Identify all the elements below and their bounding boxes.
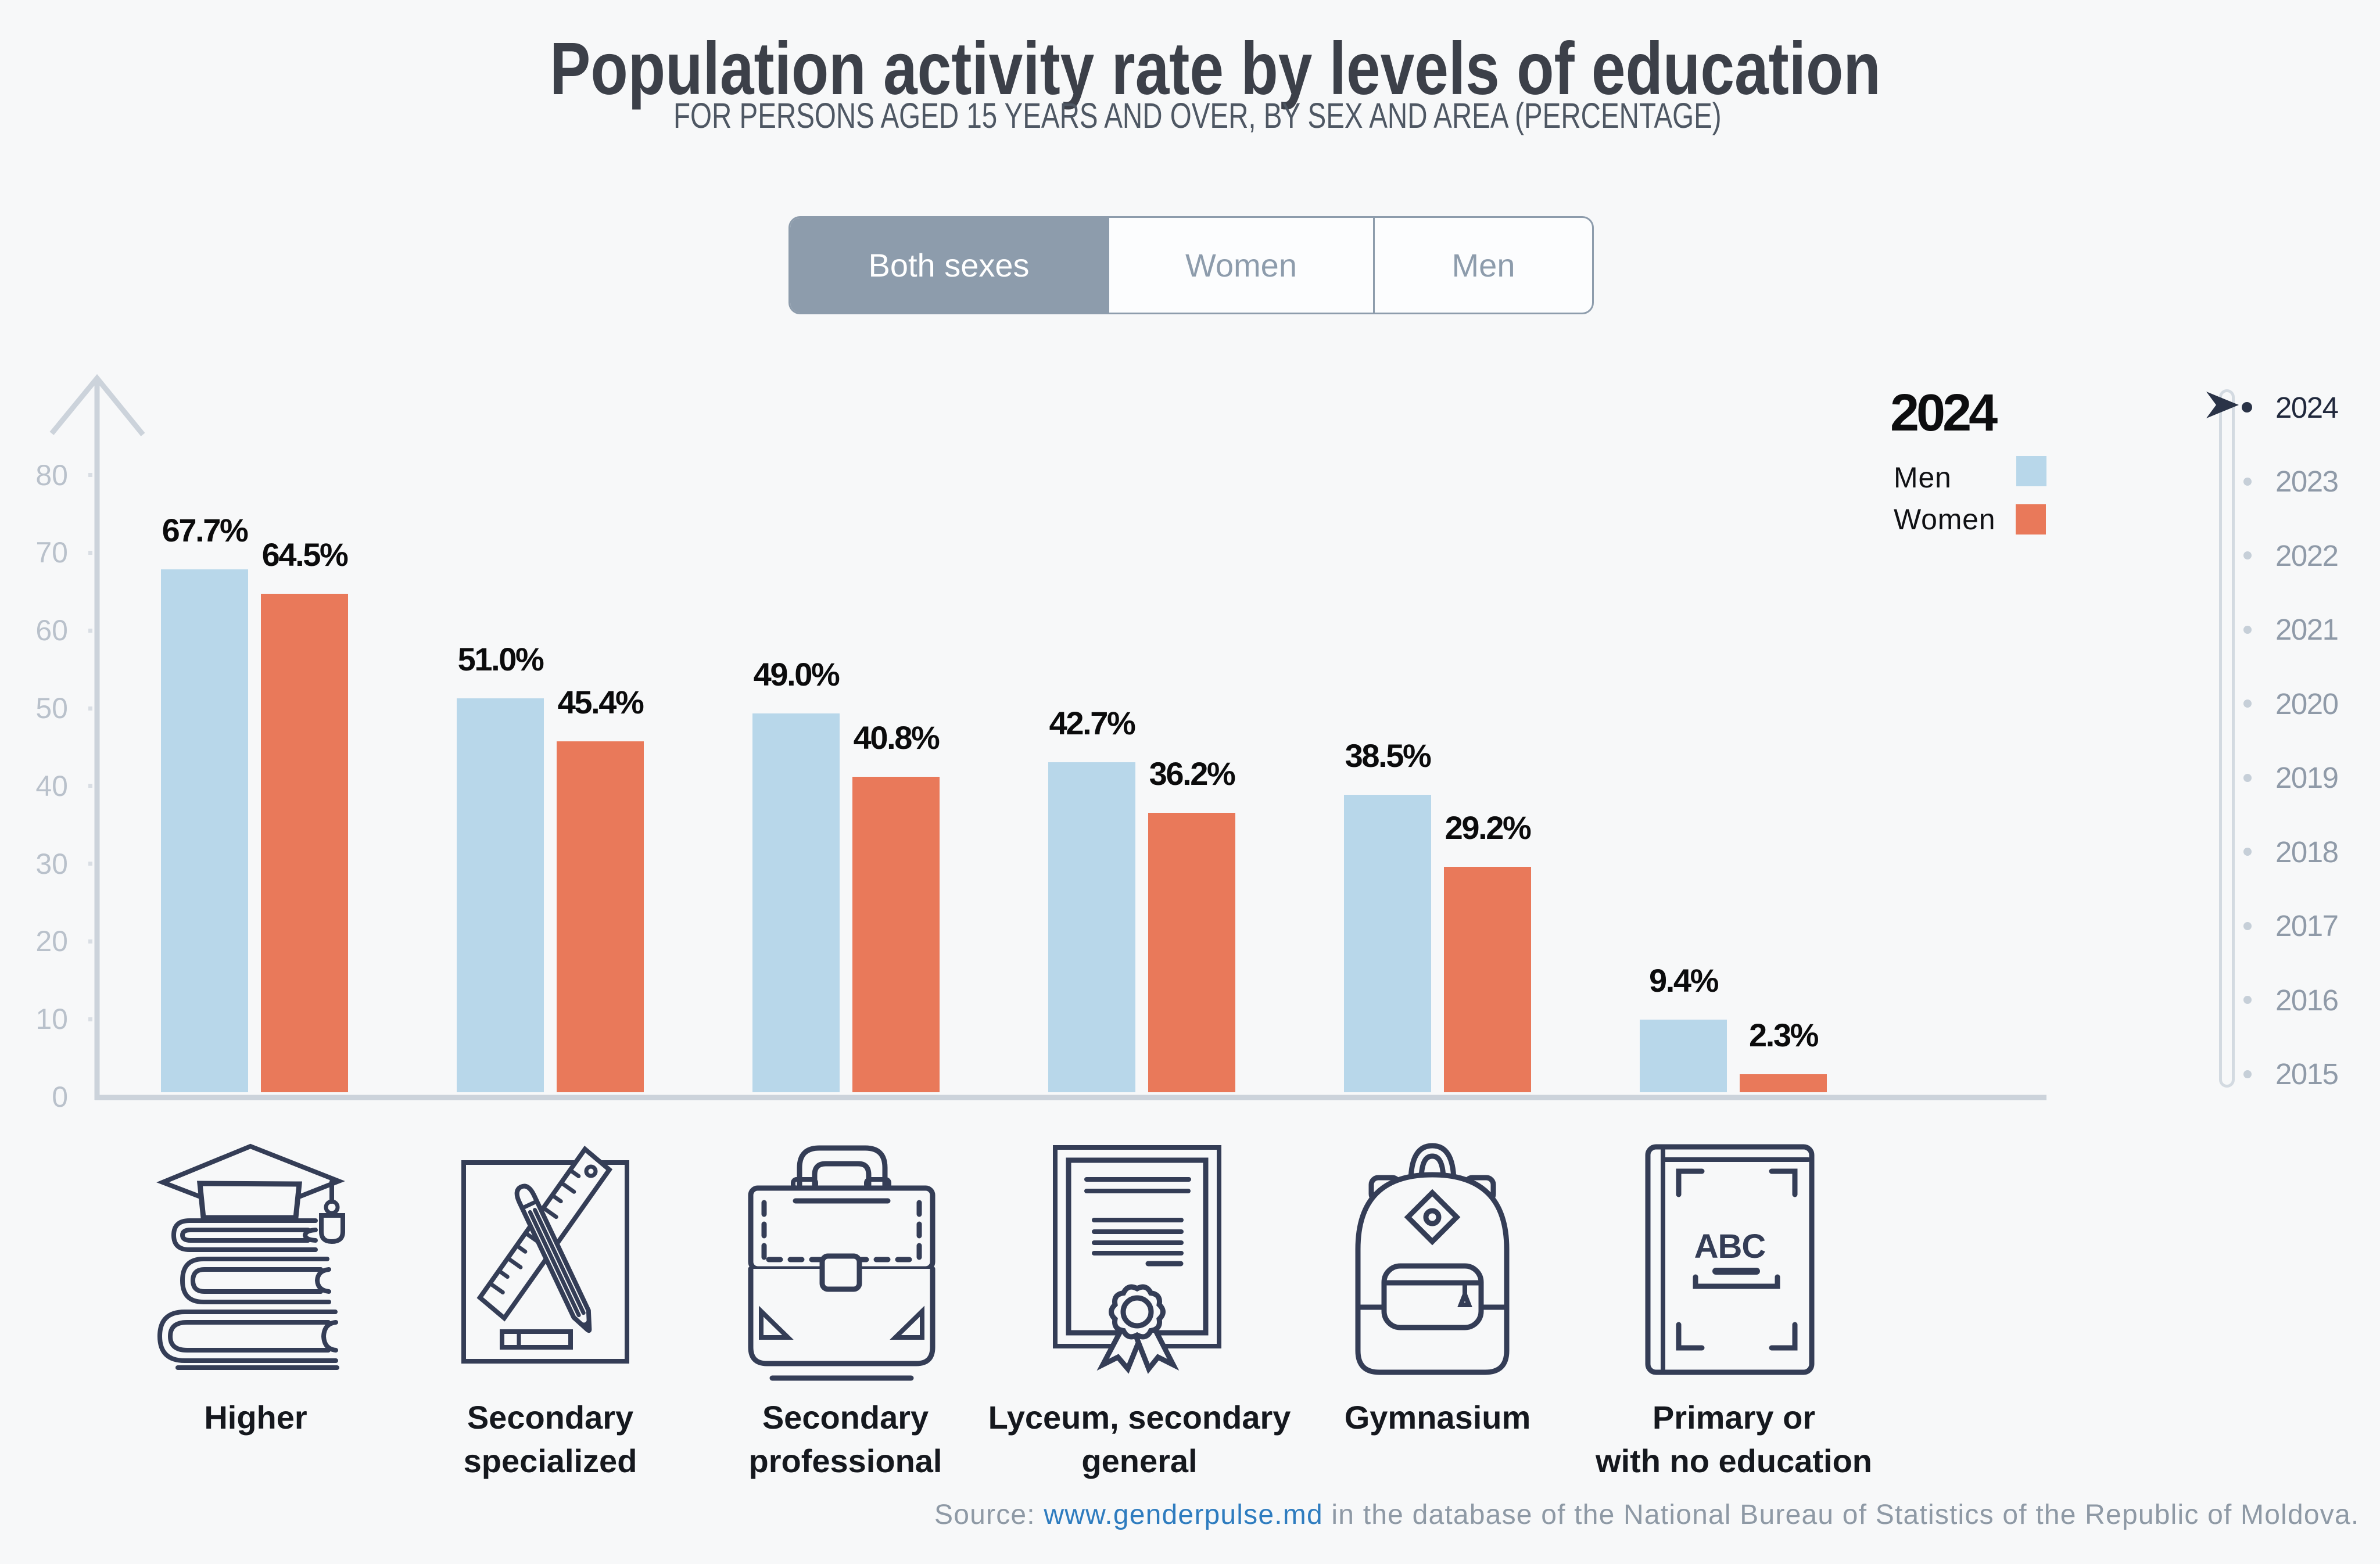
svg-text:ABC: ABC <box>1694 1228 1766 1265</box>
